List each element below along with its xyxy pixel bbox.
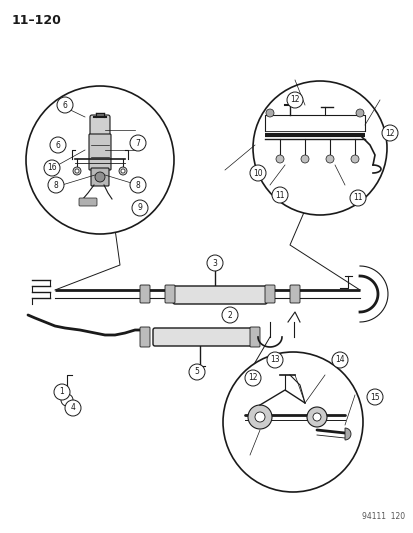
- Circle shape: [48, 177, 64, 193]
- Text: 8: 8: [54, 181, 58, 190]
- Circle shape: [244, 370, 260, 386]
- FancyBboxPatch shape: [90, 115, 110, 137]
- FancyBboxPatch shape: [79, 198, 97, 206]
- Text: 13: 13: [270, 356, 279, 365]
- FancyBboxPatch shape: [89, 134, 111, 170]
- Circle shape: [349, 190, 365, 206]
- Text: 14: 14: [335, 356, 344, 365]
- Text: 94111  120: 94111 120: [361, 512, 404, 521]
- Circle shape: [121, 169, 125, 173]
- Text: 3: 3: [212, 259, 217, 268]
- Circle shape: [271, 187, 287, 203]
- Circle shape: [130, 135, 146, 151]
- Circle shape: [306, 407, 326, 427]
- Text: 11–120: 11–120: [12, 14, 62, 27]
- FancyBboxPatch shape: [173, 286, 266, 304]
- Text: 1: 1: [59, 387, 64, 397]
- Text: 6: 6: [55, 141, 60, 149]
- Text: 12: 12: [290, 95, 299, 104]
- Circle shape: [355, 109, 363, 117]
- Circle shape: [275, 155, 283, 163]
- Circle shape: [381, 125, 397, 141]
- Circle shape: [65, 400, 81, 416]
- FancyBboxPatch shape: [249, 327, 259, 347]
- Text: 5: 5: [194, 367, 199, 376]
- Text: 10: 10: [253, 168, 262, 177]
- Circle shape: [254, 412, 264, 422]
- Circle shape: [119, 167, 127, 175]
- Wedge shape: [344, 428, 350, 440]
- Circle shape: [312, 413, 320, 421]
- Circle shape: [350, 155, 358, 163]
- Circle shape: [132, 200, 147, 216]
- FancyBboxPatch shape: [140, 327, 150, 347]
- Text: 11: 11: [352, 193, 362, 203]
- Circle shape: [44, 160, 60, 176]
- Circle shape: [95, 172, 105, 182]
- Circle shape: [300, 155, 308, 163]
- Circle shape: [130, 177, 146, 193]
- Circle shape: [331, 352, 347, 368]
- Text: 2: 2: [227, 311, 232, 319]
- Text: 9: 9: [137, 204, 142, 213]
- Text: 7: 7: [135, 139, 140, 148]
- Circle shape: [57, 97, 73, 113]
- Circle shape: [223, 352, 362, 492]
- Circle shape: [266, 352, 282, 368]
- FancyBboxPatch shape: [91, 168, 109, 186]
- Circle shape: [249, 165, 266, 181]
- Text: 8: 8: [135, 181, 140, 190]
- FancyBboxPatch shape: [140, 285, 150, 303]
- Circle shape: [252, 81, 386, 215]
- Circle shape: [54, 384, 70, 400]
- Text: 11: 11: [275, 190, 284, 199]
- FancyBboxPatch shape: [264, 285, 274, 303]
- Circle shape: [73, 167, 81, 175]
- Circle shape: [325, 155, 333, 163]
- Circle shape: [266, 109, 273, 117]
- Circle shape: [247, 405, 271, 429]
- Text: 16: 16: [47, 164, 57, 173]
- Circle shape: [26, 86, 173, 234]
- Circle shape: [366, 389, 382, 405]
- Text: 12: 12: [385, 128, 394, 138]
- Text: 6: 6: [62, 101, 67, 109]
- Circle shape: [221, 307, 237, 323]
- FancyBboxPatch shape: [153, 328, 252, 346]
- Circle shape: [189, 364, 204, 380]
- Text: 15: 15: [369, 392, 379, 401]
- Text: 12: 12: [248, 374, 257, 383]
- Text: 4: 4: [70, 403, 75, 413]
- FancyBboxPatch shape: [165, 285, 175, 303]
- Circle shape: [206, 255, 223, 271]
- Circle shape: [75, 169, 79, 173]
- FancyBboxPatch shape: [289, 285, 299, 303]
- Circle shape: [50, 137, 66, 153]
- Circle shape: [286, 92, 302, 108]
